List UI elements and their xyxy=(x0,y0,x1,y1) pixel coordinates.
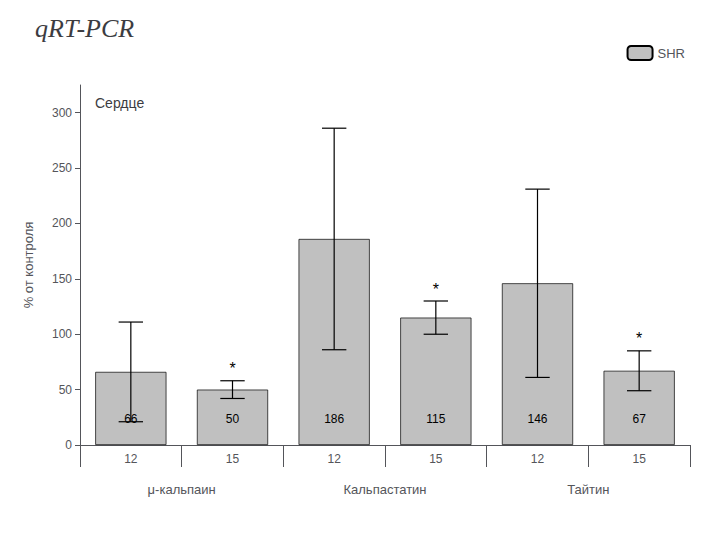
svg-text:15: 15 xyxy=(632,452,646,466)
svg-text:Кальпастатин: Кальпастатин xyxy=(343,482,426,497)
svg-text:67: 67 xyxy=(632,412,646,426)
svg-text:15: 15 xyxy=(226,452,240,466)
svg-text:146: 146 xyxy=(527,412,547,426)
svg-text:50: 50 xyxy=(226,412,240,426)
svg-text:*: * xyxy=(636,330,642,347)
svg-text:*: * xyxy=(433,281,439,298)
svg-text:115: 115 xyxy=(426,412,445,426)
svg-text:12: 12 xyxy=(327,452,341,466)
svg-text:qRT-PCR: qRT-PCR xyxy=(35,14,134,43)
svg-text:12: 12 xyxy=(124,452,138,466)
svg-text:15: 15 xyxy=(429,452,443,466)
svg-text:50: 50 xyxy=(59,383,73,397)
svg-text:μ-кальпаин: μ-кальпаин xyxy=(148,482,216,497)
svg-text:150: 150 xyxy=(52,272,72,286)
svg-text:300: 300 xyxy=(52,106,72,120)
svg-text:66: 66 xyxy=(124,412,138,426)
svg-text:250: 250 xyxy=(52,161,72,175)
svg-text:% от контроля: % от контроля xyxy=(21,222,36,309)
svg-text:Тайтин: Тайтин xyxy=(567,482,609,497)
svg-text:12: 12 xyxy=(531,452,545,466)
svg-text:186: 186 xyxy=(324,412,344,426)
svg-text:100: 100 xyxy=(52,327,72,341)
svg-text:*: * xyxy=(229,360,235,377)
svg-text:Сердце: Сердце xyxy=(95,95,144,111)
svg-text:SHR: SHR xyxy=(658,46,685,61)
svg-text:200: 200 xyxy=(52,216,72,230)
svg-text:0: 0 xyxy=(65,438,72,452)
